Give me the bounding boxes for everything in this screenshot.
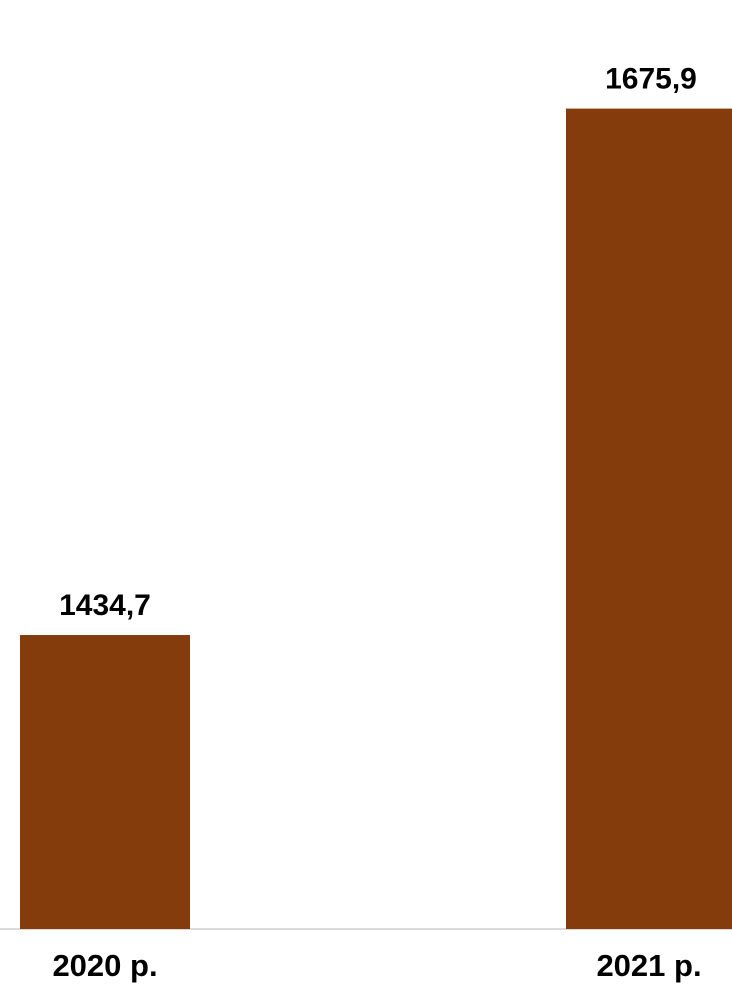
bar-1 bbox=[566, 108, 732, 929]
category-label-0: 2020 р. bbox=[52, 948, 157, 983]
value-label-1: 1675,9 bbox=[605, 63, 697, 96]
bar-0 bbox=[20, 635, 190, 929]
value-labels-group: 1434,7 1675,9 bbox=[59, 63, 697, 622]
value-label-0: 1434,7 bbox=[59, 589, 151, 622]
category-labels-group: 2020 р. 2021 р. bbox=[52, 948, 701, 983]
bars-group bbox=[20, 108, 732, 929]
category-label-1: 2021 р. bbox=[596, 948, 701, 983]
